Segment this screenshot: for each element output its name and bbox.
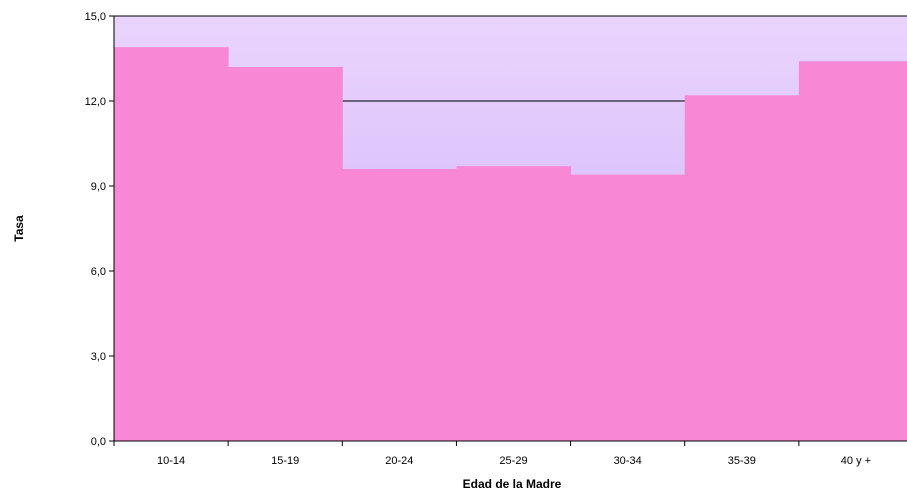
y-tick-label: 15,0 bbox=[85, 11, 106, 23]
y-tick-label: 12,0 bbox=[85, 96, 106, 108]
axes bbox=[109, 15, 907, 446]
y-tick-label: 0,0 bbox=[91, 436, 106, 448]
bars bbox=[114, 47, 907, 442]
x-tick-label: 35-39 bbox=[728, 455, 756, 467]
y-tick-label: 6,0 bbox=[91, 266, 106, 278]
x-axis-title: Edad de la Madre bbox=[463, 477, 562, 491]
bar bbox=[456, 166, 572, 441]
bar bbox=[684, 95, 800, 441]
y-tick-label: 9,0 bbox=[91, 181, 106, 193]
bar bbox=[570, 174, 686, 441]
bar bbox=[114, 47, 229, 442]
y-axis-title: Tasa bbox=[12, 215, 26, 242]
y-tick-label: 3,0 bbox=[91, 351, 106, 363]
y-tick-labels: 0,0 3,0 6,0 9,0 12,0 15,0 bbox=[85, 11, 106, 448]
x-tick-label: 30-34 bbox=[614, 455, 642, 467]
bar bbox=[342, 169, 457, 441]
x-tick-label: 15-19 bbox=[271, 455, 299, 467]
bar bbox=[798, 61, 907, 441]
x-tick-label: 10-14 bbox=[157, 455, 185, 467]
bar bbox=[228, 67, 343, 441]
x-tick-labels: 10-14 15-19 20-24 25-29 30-34 35-39 40 y + bbox=[157, 455, 871, 467]
x-tick-label: 25-29 bbox=[499, 455, 527, 467]
x-tick-label: 20-24 bbox=[385, 455, 413, 467]
x-tick-label: 40 y + bbox=[841, 455, 871, 467]
